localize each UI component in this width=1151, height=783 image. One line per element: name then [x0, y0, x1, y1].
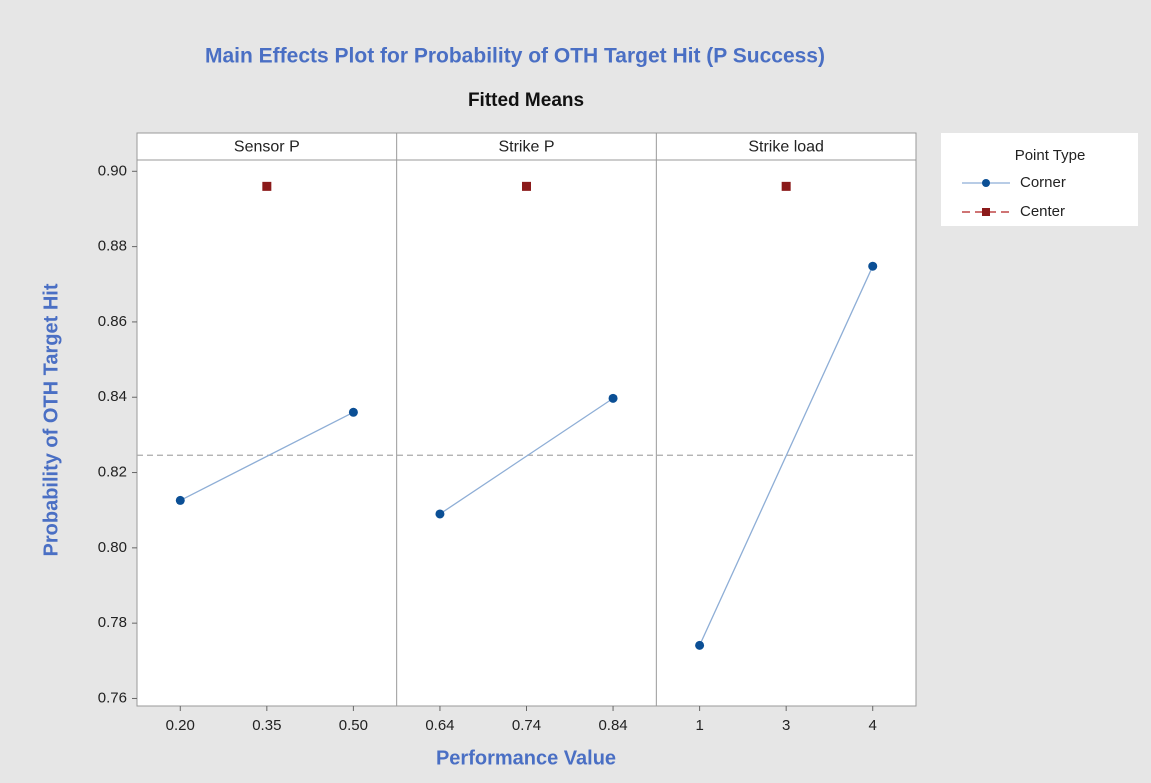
x-tick-label: 4	[869, 717, 877, 734]
y-tick-label: 0.82	[98, 464, 127, 481]
plot-area	[136, 132, 917, 707]
legend-title: Point Type	[1015, 147, 1086, 164]
x-tick-label: 3	[782, 717, 790, 734]
y-tick-label: 0.80	[98, 539, 127, 556]
legend-marker	[982, 208, 990, 216]
data-point	[695, 640, 705, 650]
y-tick-label: 0.90	[98, 162, 127, 179]
legend-label: Corner	[1020, 174, 1066, 191]
series-line	[179, 411, 354, 501]
chart-subtitle: Fitted Means	[468, 90, 584, 111]
x-tick-label: 0.20	[166, 717, 195, 734]
y-tick-label: 0.76	[98, 689, 127, 706]
x-tick-label: 0.74	[512, 717, 541, 734]
data-point	[781, 181, 791, 191]
legend-marker	[982, 179, 990, 187]
panel-title: Strike load	[748, 139, 824, 156]
x-axis-label: Performance Value	[436, 747, 616, 769]
data-point	[522, 181, 531, 191]
data-point	[262, 181, 272, 191]
legend-label: Center	[1020, 203, 1065, 220]
x-tick-label: 0.64	[425, 717, 454, 734]
x-tick-label: 0.50	[339, 717, 368, 734]
x-tick-label: 0.84	[598, 717, 627, 734]
chart-title: Main Effects Plot for Probability of OTH…	[205, 45, 825, 68]
y-axis-label: Probability of OTH Target Hit	[40, 283, 62, 556]
data-point	[348, 407, 358, 417]
y-tick-label: 0.88	[98, 238, 127, 255]
data-point	[175, 495, 185, 505]
panel-title: Strike P	[498, 139, 554, 156]
x-tick-label: 0.35	[252, 717, 281, 734]
data-point	[608, 393, 618, 403]
panel-title: Sensor P	[234, 139, 300, 156]
legend-box	[941, 133, 1138, 226]
series-line	[439, 397, 614, 515]
series-line	[699, 265, 874, 646]
data-point	[868, 261, 878, 271]
data-point	[435, 509, 445, 519]
y-tick-label: 0.84	[98, 388, 127, 405]
y-tick-label: 0.86	[98, 313, 127, 330]
y-tick-label: 0.78	[98, 614, 127, 631]
x-tick-label: 1	[695, 717, 703, 734]
